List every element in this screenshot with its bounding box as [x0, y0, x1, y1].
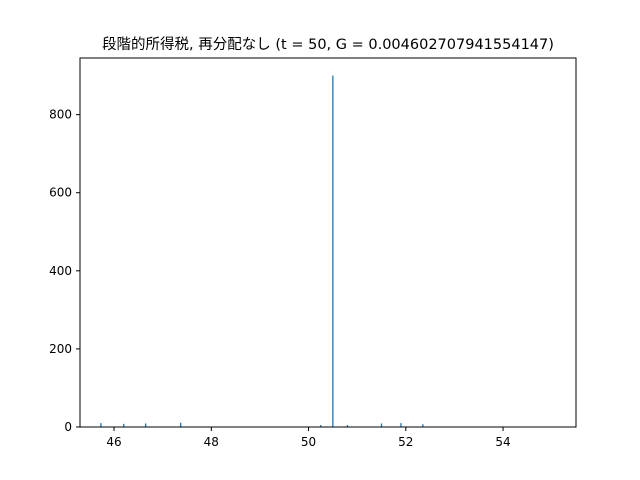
y-tick-label: 800 — [49, 108, 72, 122]
bar — [346, 425, 349, 427]
bar — [332, 75, 334, 428]
bar — [380, 423, 383, 427]
plot-frame — [79, 57, 577, 428]
x-tick-label: 50 — [301, 435, 316, 449]
y-axis: 0 200 400 600 800 — [49, 108, 80, 434]
chart-title: 段階的所得税, 再分配なし (t = 50, G = 0.00460270794… — [102, 36, 554, 53]
bar — [180, 422, 182, 427]
y-tick-label: 400 — [49, 264, 72, 278]
x-tick-label: 54 — [495, 435, 510, 449]
bar — [144, 423, 147, 427]
bar — [100, 423, 102, 427]
bar — [400, 423, 402, 427]
y-tick-label: 0 — [64, 420, 72, 434]
x-tick-label: 46 — [106, 435, 121, 449]
x-tick-label: 52 — [398, 435, 413, 449]
x-axis: 46 48 50 52 54 — [106, 427, 511, 449]
y-tick-label: 600 — [49, 186, 72, 200]
y-tick-label: 200 — [49, 342, 72, 356]
bar — [320, 425, 322, 427]
bars-group — [100, 75, 424, 428]
bar — [422, 424, 424, 427]
x-tick-label: 48 — [204, 435, 219, 449]
bar — [123, 423, 125, 427]
